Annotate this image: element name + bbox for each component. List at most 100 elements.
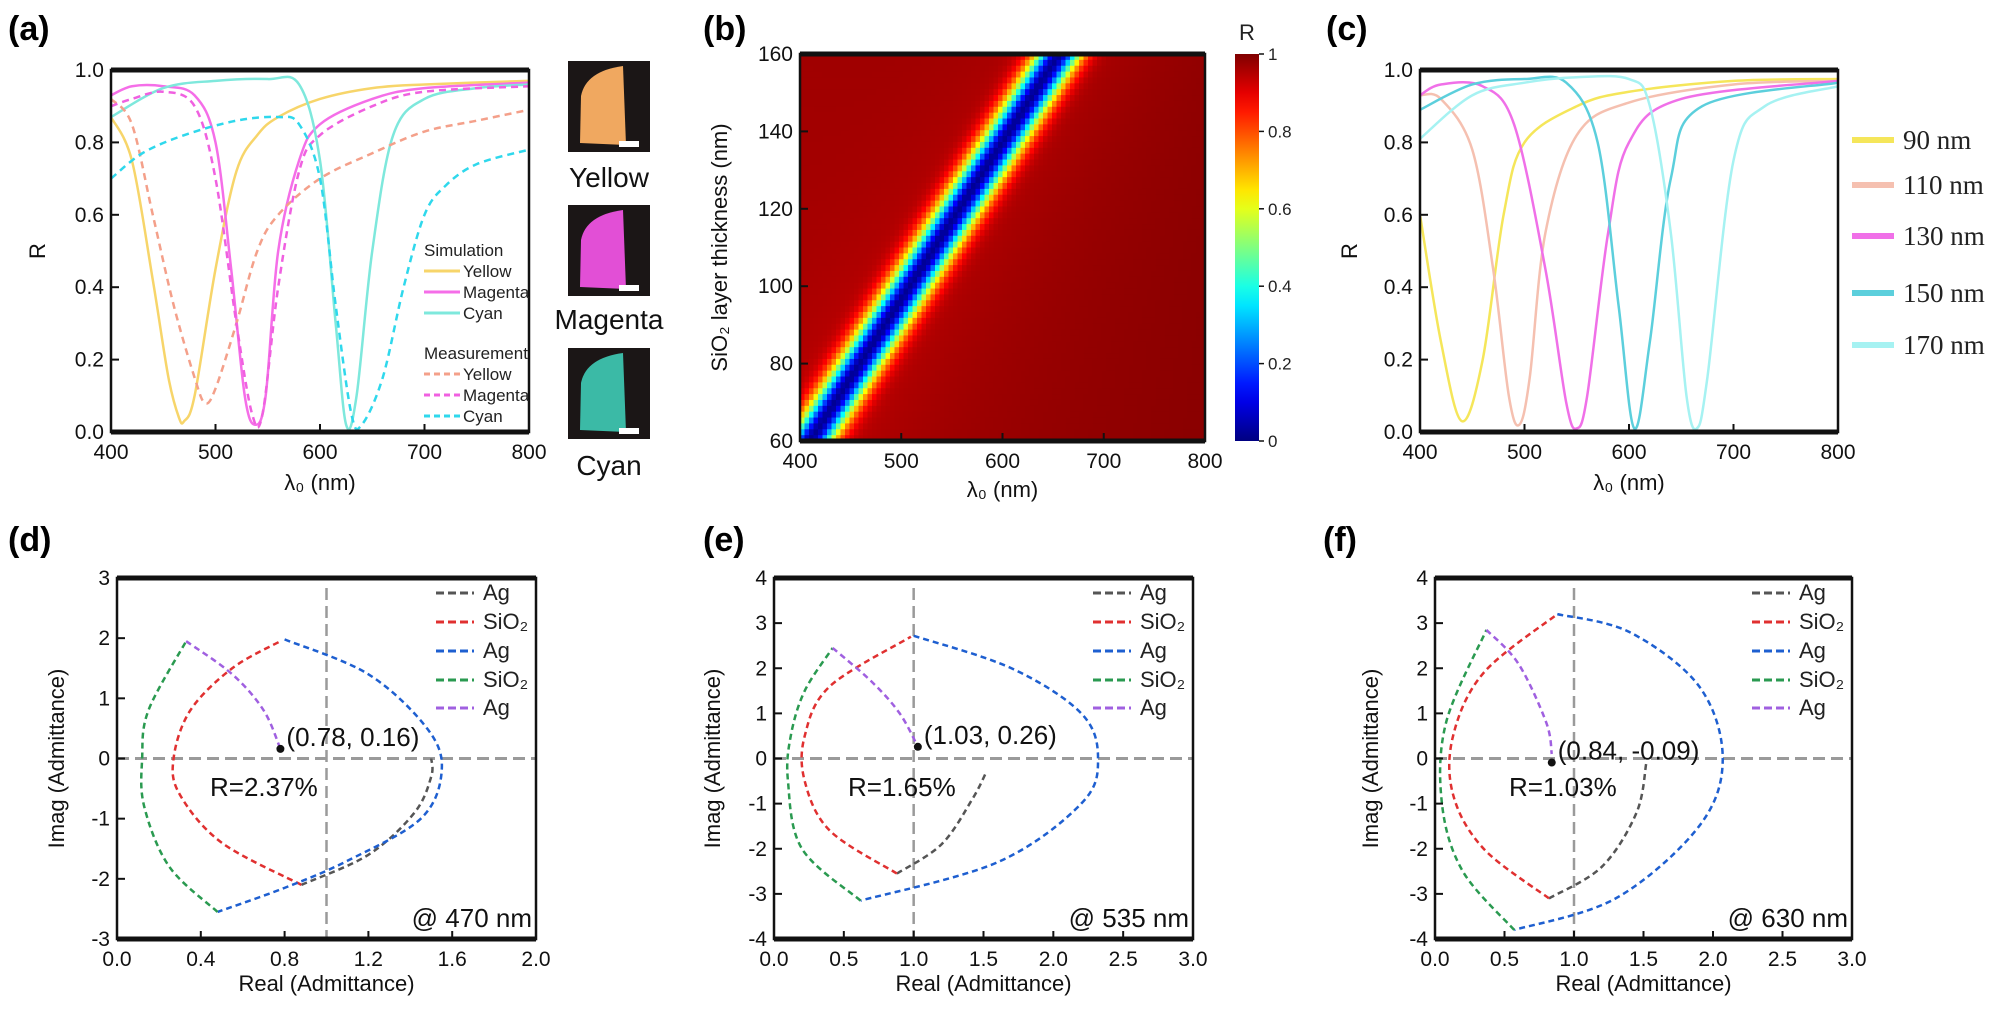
heatmap-cell: [845, 353, 851, 360]
heatmap-cell: [849, 153, 855, 161]
heatmap-cell: [1142, 253, 1148, 260]
heatmap-cell: [1133, 276, 1139, 284]
heatmap-cell: [831, 353, 837, 360]
heatmap-cell: [1052, 124, 1058, 131]
heatmap-cell: [827, 288, 833, 296]
heatmap-cell: [1025, 83, 1031, 90]
heatmap-cell: [944, 194, 950, 202]
heatmap-cell: [1124, 77, 1130, 84]
heatmap-cell: [926, 229, 932, 237]
heatmap-cell: [881, 347, 887, 354]
heatmap-cell: [858, 59, 864, 67]
heatmap-cell: [894, 270, 900, 278]
heatmap-cell: [1137, 253, 1143, 260]
heatmap-cell: [944, 165, 950, 172]
heatmap-cell: [876, 54, 882, 61]
heatmap-cell: [1083, 364, 1089, 372]
heatmap-cell: [881, 106, 887, 114]
heatmap-cell: [993, 364, 999, 372]
heatmap-cell: [917, 65, 923, 73]
heatmap-cell: [867, 323, 873, 331]
heatmap-cell: [1110, 165, 1116, 172]
heatmap-cell: [1182, 188, 1188, 196]
series-line: [111, 75, 529, 431]
heatmap-cell: [1187, 106, 1193, 114]
heatmap-cell: [836, 241, 842, 249]
heatmap-cell: [926, 235, 932, 243]
heatmap-cell: [912, 188, 918, 196]
heatmap-cell: [1124, 235, 1130, 243]
heatmap-cell: [813, 124, 819, 131]
heatmap-cell: [1200, 270, 1206, 278]
heatmap-cell: [1128, 218, 1134, 225]
heatmap-cell: [1002, 224, 1008, 231]
heatmap-cell: [1191, 276, 1197, 284]
heatmap-cell: [867, 253, 873, 260]
heatmap-cell: [953, 136, 959, 143]
heatmap-cell: [1038, 317, 1044, 325]
heatmap-cell: [939, 218, 945, 225]
heatmap-cell: [1092, 347, 1098, 354]
heatmap-cell: [1011, 165, 1017, 172]
heatmap-cell: [1160, 247, 1166, 254]
heatmap-cell: [1160, 212, 1166, 219]
heatmap-cell: [1097, 294, 1103, 301]
heatmap-cell: [975, 276, 981, 284]
heatmap-cell: [1173, 323, 1179, 331]
heatmap-cell: [840, 259, 846, 266]
heatmap-cell: [926, 241, 932, 249]
heatmap-cell: [818, 247, 824, 254]
heatmap-cell: [957, 317, 963, 325]
heatmap-cell: [1038, 112, 1044, 120]
heatmap-cell: [1169, 294, 1175, 301]
heatmap-cell: [854, 200, 860, 208]
heatmap-cell: [1187, 112, 1193, 120]
heatmap-cell: [1146, 59, 1152, 67]
heatmap-cell: [903, 235, 909, 243]
heatmap-cell: [1173, 353, 1179, 360]
heatmap-cell: [1146, 306, 1152, 313]
heatmap-cell: [818, 253, 824, 260]
heatmap-cell: [1083, 335, 1089, 342]
heatmap-cell: [1119, 71, 1125, 79]
heatmap-cell: [858, 247, 864, 254]
heatmap-cell: [1065, 95, 1071, 102]
heatmap-cell: [1056, 270, 1062, 278]
heatmap-cell: [903, 353, 909, 360]
heatmap-cell: [881, 229, 887, 237]
heatmap-cell: [912, 218, 918, 225]
heatmap-cell: [1151, 183, 1157, 190]
heatmap-cell: [908, 59, 914, 67]
heatmap-cell: [894, 300, 900, 307]
heatmap-cell: [984, 95, 990, 102]
x-tick-label: 400: [93, 441, 128, 464]
heatmap-cell: [971, 270, 977, 278]
heatmap-cell: [957, 95, 963, 102]
heatmap-cell: [863, 153, 869, 161]
heatmap-cell: [831, 183, 837, 190]
heatmap-cell: [1007, 147, 1013, 155]
heatmap-cell: [1164, 241, 1170, 249]
heatmap-cell: [840, 153, 846, 161]
heatmap-cell: [858, 177, 864, 184]
heatmap-cell: [1070, 200, 1076, 208]
heatmap-cell: [1034, 259, 1040, 266]
heatmap-cell: [822, 312, 828, 319]
heatmap-cell: [935, 358, 941, 366]
heatmap-cell: [809, 353, 815, 360]
heatmap-cell: [1137, 364, 1143, 372]
heatmap-cell: [1128, 59, 1134, 67]
heatmap-cell: [1146, 106, 1152, 114]
heatmap-cell: [1142, 206, 1148, 213]
heatmap-cell: [836, 253, 842, 260]
heatmap-cell: [1070, 54, 1076, 61]
heatmap-cell: [962, 89, 968, 96]
heatmap-cell: [890, 335, 896, 342]
heatmap-cell: [854, 265, 860, 272]
heatmap-cell: [899, 241, 905, 249]
heatmap-cell: [1007, 224, 1013, 231]
heatmap-cell: [971, 194, 977, 202]
heatmap-cell: [935, 112, 941, 120]
heatmap-cell: [1029, 253, 1035, 260]
heatmap-cell: [984, 188, 990, 196]
